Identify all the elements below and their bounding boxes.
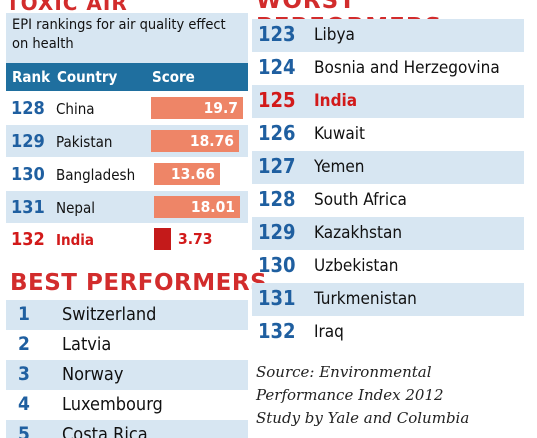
rank-value: 129 — [11, 131, 45, 152]
rank-value: 126 — [258, 121, 296, 145]
rank-value: 5 — [18, 423, 30, 438]
source-line: Study by Yale and Columbia — [256, 409, 470, 427]
rank-value: 131 — [258, 286, 296, 310]
toxic-row: 128 China 19.7 — [6, 92, 248, 124]
country-column-header: Country — [57, 68, 118, 86]
toxic-row: 130 Bangladesh 13.66 — [6, 158, 248, 190]
source-line: Source: Environmental — [256, 363, 432, 381]
worst-row: 129 Kazakhstan — [252, 217, 524, 250]
worst-row: 126 Kuwait — [252, 118, 524, 151]
score-bar — [151, 97, 243, 119]
toxic-air-subtitle: EPI rankings for air quality effect on h… — [6, 13, 248, 63]
best-row: 1 Switzerland — [6, 300, 248, 330]
rank-value: 127 — [258, 154, 296, 178]
best-row: 2 Latvia — [6, 330, 248, 360]
worst-row: 127 Yemen — [252, 151, 524, 184]
rank-value: 128 — [11, 98, 45, 119]
worst-row-highlight: 125 India — [252, 85, 524, 118]
score-bar — [154, 163, 220, 185]
country-name: South Africa — [314, 190, 407, 210]
rank-value: 130 — [258, 253, 296, 277]
country-name: Libya — [314, 25, 355, 45]
rank-column-header: Rank — [12, 68, 51, 86]
rank-value: 123 — [258, 22, 296, 46]
rank-value: 4 — [18, 393, 30, 415]
rank-value: 129 — [258, 220, 296, 244]
score-column-header: Score — [152, 68, 195, 86]
rank-value: 1 — [18, 303, 30, 325]
rank-value: 132 — [11, 229, 45, 250]
best-performers-heading: BEST PERFORMERS — [10, 270, 268, 296]
country-name: Switzerland — [62, 304, 157, 325]
worst-row: 123 Libya — [252, 19, 524, 52]
score-value: 13.66 — [170, 165, 215, 183]
worst-row: 132 Iraq — [252, 316, 524, 349]
score-value: 3.73 — [178, 230, 213, 248]
worst-row: 131 Turkmenistan — [252, 283, 524, 316]
rank-value: 130 — [11, 164, 45, 185]
toxic-table-header: Rank Country Score — [6, 63, 248, 91]
rank-value: 132 — [258, 319, 296, 343]
score-bar — [154, 196, 240, 218]
worst-row: 124 Bosnia and Herzegovina — [252, 52, 524, 85]
country-name: Uzbekistan — [314, 256, 399, 276]
worst-row: 130 Uzbekistan — [252, 250, 524, 283]
country-name: Kazakhstan — [314, 223, 403, 243]
country-name: Costa Rica — [62, 424, 148, 438]
country-name: Bosnia and Herzegovina — [314, 58, 500, 78]
country-name: Nepal — [56, 199, 95, 217]
country-name: Bangladesh — [56, 166, 136, 184]
country-name: Latvia — [62, 334, 112, 355]
country-name: Norway — [62, 364, 124, 385]
rank-value: 125 — [258, 88, 296, 112]
score-value: 18.76 — [189, 132, 234, 150]
best-row: 5 Costa Rica — [6, 420, 248, 438]
country-name: Turkmenistan — [314, 289, 417, 309]
worst-row: 128 South Africa — [252, 184, 524, 217]
rank-value: 124 — [258, 55, 296, 79]
toxic-air-heading: TOXIC AIR — [6, 0, 128, 15]
country-name: China — [56, 100, 95, 118]
rank-value: 3 — [18, 363, 30, 385]
rank-value: 128 — [258, 187, 296, 211]
source-note: Source: Environmental Performance Index … — [256, 361, 526, 430]
score-value: 18.01 — [190, 198, 235, 216]
toxic-row: 131 Nepal 18.01 — [6, 191, 248, 223]
score-value: 19.7 — [203, 99, 238, 117]
rank-value: 2 — [18, 333, 30, 355]
country-name: India — [56, 231, 95, 249]
rank-value: 131 — [11, 197, 45, 218]
country-name: Pakistan — [56, 133, 113, 151]
country-name: Luxembourg — [62, 394, 163, 415]
toxic-row-highlight: 132 India 3.73 — [6, 223, 248, 255]
best-row: 4 Luxembourg — [6, 390, 248, 420]
country-name: India — [314, 91, 358, 111]
country-name: Iraq — [314, 322, 344, 342]
country-name: Yemen — [314, 157, 365, 177]
score-bar — [154, 228, 171, 250]
best-row: 3 Norway — [6, 360, 248, 390]
source-line: Performance Index 2012 — [256, 386, 444, 404]
toxic-row: 129 Pakistan 18.76 — [6, 125, 248, 157]
score-bar — [151, 130, 239, 152]
country-name: Kuwait — [314, 124, 365, 144]
